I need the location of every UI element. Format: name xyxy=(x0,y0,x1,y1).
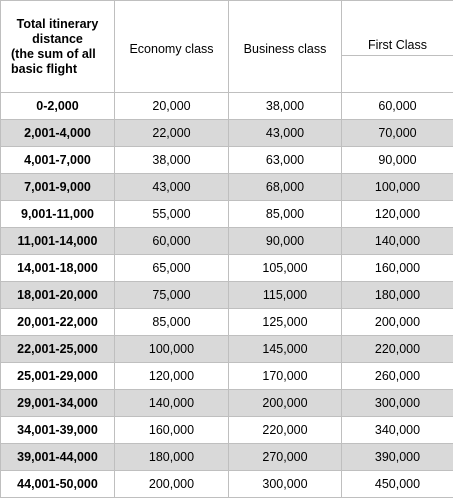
economy-cell: 22,000 xyxy=(115,120,229,147)
first-cell: 450,000 xyxy=(342,471,453,498)
first-cell: 100,000 xyxy=(342,174,453,201)
economy-cell: 60,000 xyxy=(115,228,229,255)
range-cell: 2,001-4,000 xyxy=(1,120,115,147)
business-column-header: Business class xyxy=(229,1,342,93)
economy-cell: 200,000 xyxy=(115,471,229,498)
first-cell: 180,000 xyxy=(342,282,453,309)
distance-column-header: Total itinerary distance (the sum of all… xyxy=(1,1,115,93)
business-cell: 125,000 xyxy=(229,309,342,336)
first-cell: 200,000 xyxy=(342,309,453,336)
first-cell: 70,000 xyxy=(342,120,453,147)
economy-cell: 100,000 xyxy=(115,336,229,363)
range-cell: 25,001-29,000 xyxy=(1,363,115,390)
range-cell: 11,001-14,000 xyxy=(1,228,115,255)
distance-header-note2: basic flight xyxy=(1,62,114,77)
first-cell: 260,000 xyxy=(342,363,453,390)
range-cell: 22,001-25,000 xyxy=(1,336,115,363)
first-cell: 60,000 xyxy=(342,93,453,120)
business-cell: 170,000 xyxy=(229,363,342,390)
business-cell: 200,000 xyxy=(229,390,342,417)
economy-column-header: Economy class xyxy=(115,1,229,93)
first-cell: 340,000 xyxy=(342,417,453,444)
business-cell: 270,000 xyxy=(229,444,342,471)
first-cell: 160,000 xyxy=(342,255,453,282)
economy-cell: 180,000 xyxy=(115,444,229,471)
business-cell: 68,000 xyxy=(229,174,342,201)
range-cell: 44,001-50,000 xyxy=(1,471,115,498)
first-header-blank-cell xyxy=(342,56,453,93)
range-cell: 4,001-7,000 xyxy=(1,147,115,174)
first-column-header: First Class xyxy=(342,1,453,56)
range-cell: 7,001-9,000 xyxy=(1,174,115,201)
economy-cell: 65,000 xyxy=(115,255,229,282)
economy-cell: 43,000 xyxy=(115,174,229,201)
economy-cell: 160,000 xyxy=(115,417,229,444)
first-cell: 390,000 xyxy=(342,444,453,471)
business-cell: 145,000 xyxy=(229,336,342,363)
business-cell: 43,000 xyxy=(229,120,342,147)
economy-cell: 85,000 xyxy=(115,309,229,336)
first-cell: 90,000 xyxy=(342,147,453,174)
business-cell: 90,000 xyxy=(229,228,342,255)
economy-cell: 38,000 xyxy=(115,147,229,174)
first-cell: 300,000 xyxy=(342,390,453,417)
first-cell: 220,000 xyxy=(342,336,453,363)
distance-header-line2: distance xyxy=(1,32,114,47)
distance-header-line1: Total itinerary xyxy=(1,17,114,32)
range-cell: 0-2,000 xyxy=(1,93,115,120)
business-cell: 220,000 xyxy=(229,417,342,444)
range-cell: 18,001-20,000 xyxy=(1,282,115,309)
range-cell: 20,001-22,000 xyxy=(1,309,115,336)
economy-cell: 120,000 xyxy=(115,363,229,390)
business-cell: 38,000 xyxy=(229,93,342,120)
economy-cell: 75,000 xyxy=(115,282,229,309)
first-cell: 140,000 xyxy=(342,228,453,255)
range-cell: 14,001-18,000 xyxy=(1,255,115,282)
business-cell: 105,000 xyxy=(229,255,342,282)
economy-cell: 55,000 xyxy=(115,201,229,228)
business-cell: 63,000 xyxy=(229,147,342,174)
economy-cell: 20,000 xyxy=(115,93,229,120)
header-row: Total itinerary distance (the sum of all… xyxy=(1,1,453,56)
first-cell: 120,000 xyxy=(342,201,453,228)
range-cell: 29,001-34,000 xyxy=(1,390,115,417)
range-cell: 34,001-39,000 xyxy=(1,417,115,444)
business-cell: 300,000 xyxy=(229,471,342,498)
economy-cell: 140,000 xyxy=(115,390,229,417)
business-cell: 85,000 xyxy=(229,201,342,228)
business-cell: 115,000 xyxy=(229,282,342,309)
distance-header-note1: (the sum of all xyxy=(1,47,114,62)
range-cell: 9,001-11,000 xyxy=(1,201,115,228)
range-cell: 39,001-44,000 xyxy=(1,444,115,471)
